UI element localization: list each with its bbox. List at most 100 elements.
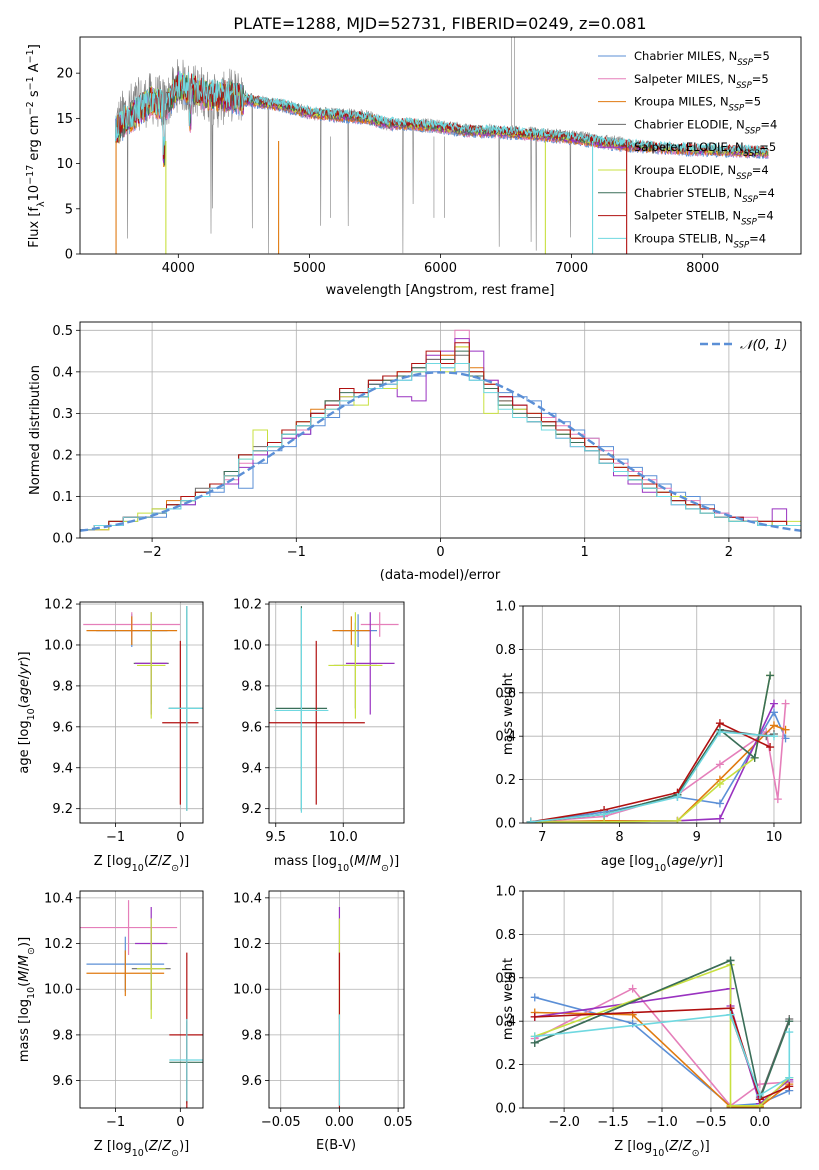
y-tick-label: 10.2 — [233, 937, 262, 952]
y-tick-label: 10.2 — [233, 598, 262, 613]
legend-label: 𝒩(0, 1) — [740, 338, 787, 353]
histogram-group — [80, 329, 801, 532]
x-axis-label: Z [log10(Z/Z⊙)] — [94, 1139, 189, 1159]
x-axis-label-part: yr — [699, 854, 715, 869]
y-tick-label: 1.0 — [495, 885, 516, 900]
data-point-marker — [769, 699, 778, 708]
y-axis-label-part: −1 — [25, 49, 36, 63]
x-tick-label: 0.0 — [750, 1115, 771, 1130]
y-tick-label: 9.2 — [52, 802, 73, 817]
x-tick-label: 9.5 — [265, 830, 286, 845]
axes-frame — [79, 601, 204, 824]
y-tick-label: 9.6 — [52, 1074, 73, 1089]
y-tick-label: 10 — [56, 157, 73, 172]
x-axis-label: mass [log10(M/M⊙)] — [274, 854, 399, 874]
data-point-marker — [781, 725, 790, 734]
data-point-marker — [673, 792, 682, 801]
series-line — [534, 959, 791, 1103]
x-axis-label: age [log10(age/yr)] — [601, 854, 723, 874]
x-tick-label: 0.00 — [325, 1115, 354, 1130]
y-axis-label-part: ( — [17, 703, 32, 708]
x-axis-label-part: ( — [664, 1139, 669, 1154]
y-axis-label-part: age [log — [17, 720, 32, 773]
y-tick-label: 9.8 — [241, 1028, 262, 1043]
y-axis-label-part: / — [17, 966, 32, 971]
y-axis-label-part: ⊙ — [26, 947, 37, 955]
y-axis-label-part: ( — [17, 982, 32, 987]
y-tick-label: 0.6 — [495, 686, 516, 701]
y-tick-label: 0.4 — [52, 365, 73, 380]
legend-text: Chabrier ELODIE, N — [634, 117, 745, 131]
spectrum-lines — [115, 37, 769, 254]
legend-text: Kroupa STELIB, N — [634, 231, 734, 245]
x-tick-label: 4000 — [162, 261, 195, 276]
x-axis-label-part: M — [354, 854, 365, 869]
y-tick-label: 10.4 — [44, 891, 73, 906]
axes-frame — [268, 601, 405, 824]
x-axis-label-part: / — [158, 854, 163, 869]
x-axis-label-part: ( — [349, 854, 354, 869]
y-axis-label-part: )] — [17, 937, 32, 947]
x-tick-label: 0 — [436, 545, 444, 560]
axes-frame — [79, 321, 802, 539]
x-axis-label-part: 10 — [132, 863, 144, 874]
x-axis-label-part: Z — [682, 1139, 693, 1154]
x-tick-label: −1 — [106, 830, 125, 845]
y-tick-label: 20 — [56, 67, 73, 82]
legend-label: Chabrier MILES, NSSP=5 — [634, 49, 770, 68]
legend-sub: SSP — [737, 58, 753, 68]
massweight-vs-Z-series — [530, 956, 794, 1108]
legend-text: =4 — [758, 186, 775, 200]
data-point-marker — [755, 1090, 764, 1099]
x-tick-label: 5000 — [293, 261, 326, 276]
x-axis-label-part: ( — [144, 854, 149, 869]
model-spectrum-line — [115, 70, 769, 156]
y-tick-label: 9.6 — [241, 1074, 262, 1089]
x-axis-label-part: Z [log — [614, 1139, 652, 1154]
data-point-marker — [773, 795, 782, 804]
data-point-marker — [715, 779, 724, 788]
y-tick-label: 0.0 — [495, 817, 516, 832]
y-axis-label-part: s — [27, 90, 42, 101]
legend-text: Chabrier MILES, N — [634, 49, 737, 63]
y-tick-label: 9.8 — [241, 679, 262, 694]
legend-sub: SSP — [744, 149, 760, 159]
x-axis-label-part: ( — [666, 854, 671, 869]
y-axis-label-part: 10 — [26, 708, 37, 720]
axes-frame — [522, 605, 802, 824]
x-tick-label: −1.5 — [597, 1115, 629, 1130]
legend-label: Kroupa ELODIE, NSSP=4 — [634, 163, 769, 182]
x-axis-label-part: / — [696, 854, 701, 869]
y-axis-label-part: yr — [17, 660, 32, 676]
legend-text: Kroupa ELODIE, N — [634, 163, 736, 177]
data-point-marker — [600, 817, 609, 823]
data-point-marker — [785, 1028, 794, 1037]
legend-sub: SSP — [729, 104, 745, 114]
data-point-marker — [769, 708, 778, 717]
legend-sub: SSP — [745, 126, 761, 136]
x-tick-label: 1 — [581, 545, 589, 560]
y-tick-label: 0.2 — [52, 448, 73, 463]
x-tick-label: −1 — [106, 1115, 125, 1130]
y-axis-label: mass weight — [501, 673, 516, 755]
axes-frame — [268, 890, 405, 1109]
x-tick-label: 7 — [538, 830, 546, 845]
x-axis-label-part: )] — [179, 854, 189, 869]
x-axis-label: Z [log10(Z/Z⊙)] — [614, 1139, 709, 1159]
y-tick-label: 0.3 — [52, 407, 73, 422]
data-point-marker — [766, 671, 775, 680]
x-axis-label-part: Z — [161, 854, 172, 869]
y-tick-label: 9.6 — [52, 720, 73, 735]
axes-frame — [522, 890, 802, 1109]
y-axis-label-part: Flux [f — [27, 207, 42, 248]
y-tick-label: 10.4 — [233, 891, 262, 906]
y-tick-label: 0 — [65, 248, 73, 263]
x-tick-label: 7000 — [555, 261, 588, 276]
mass-vs-EBV-axes — [265, 891, 404, 1112]
legend-text: Salpeter STELIB, N — [634, 209, 741, 223]
data-point-marker — [530, 1012, 539, 1021]
legend-sub: SSP — [734, 240, 750, 250]
x-axis-label-part: / — [158, 1139, 163, 1154]
y-axis-label: mass weight — [501, 958, 516, 1040]
legend-label: Salpeter MILES, NSSP=5 — [634, 72, 769, 91]
